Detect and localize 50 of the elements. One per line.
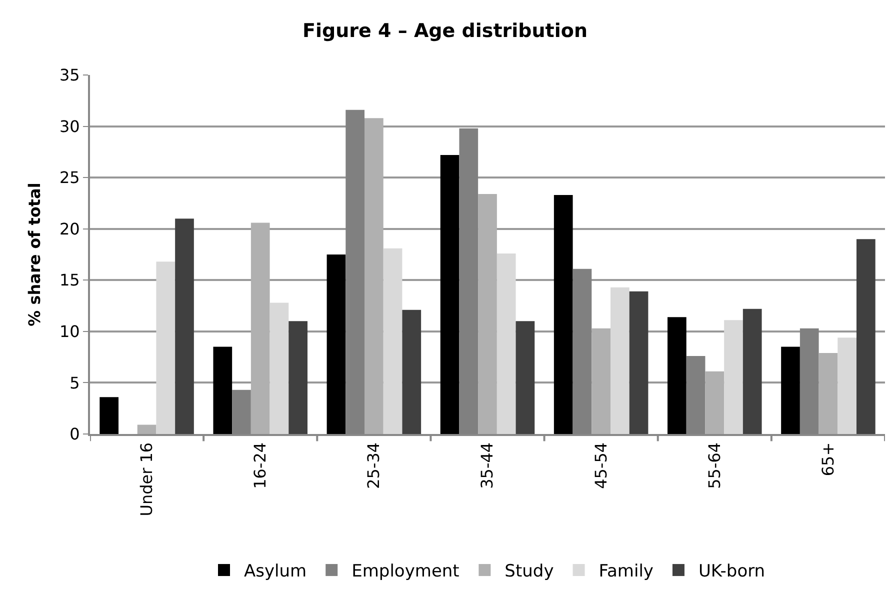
y-tick-label: 15 <box>59 270 80 290</box>
y-tick-label: 5 <box>70 373 80 392</box>
legend-label: Employment <box>352 562 460 582</box>
x-tick-label: 55-64 <box>704 442 724 489</box>
bar <box>383 248 402 434</box>
y-tick-label: 25 <box>59 168 80 188</box>
legend-label: Study <box>504 562 554 582</box>
bar <box>516 321 535 434</box>
y-tick-label: 20 <box>59 219 80 238</box>
bar <box>496 253 516 434</box>
x-tick-label: 45-54 <box>591 442 610 489</box>
legend-label: Family <box>598 562 654 582</box>
bar <box>724 320 743 434</box>
y-tick-label: 10 <box>59 322 80 342</box>
bar <box>364 118 384 434</box>
bar <box>478 194 497 434</box>
y-tick-label: 0 <box>70 424 80 444</box>
bar <box>592 328 610 434</box>
chart-title: Figure 4 – Age distribution <box>302 20 588 42</box>
bar <box>668 317 686 434</box>
bar <box>326 254 346 434</box>
bar <box>440 155 460 434</box>
bar <box>156 262 176 434</box>
bar <box>856 239 876 434</box>
bar <box>705 371 724 434</box>
x-tick-label: Under 16 <box>136 442 156 516</box>
x-tick-label: 65+ <box>818 442 838 476</box>
y-tick-label: 30 <box>59 116 80 136</box>
bar <box>137 424 156 434</box>
bar <box>100 397 119 434</box>
bar <box>781 346 800 434</box>
bar <box>742 308 762 434</box>
bar <box>554 195 573 434</box>
bar <box>402 310 422 434</box>
bar <box>250 222 270 434</box>
bar <box>818 352 838 434</box>
bar <box>629 291 648 434</box>
bar <box>288 321 308 434</box>
bar <box>175 218 194 434</box>
x-tick-label: 35-44 <box>478 442 497 489</box>
bar <box>838 338 856 434</box>
y-axis-title: % share of total <box>24 182 44 326</box>
y-tick-label: 35 <box>59 66 80 85</box>
legend-label: UK-born <box>698 562 766 582</box>
x-tick-label: 16-24 <box>250 442 270 489</box>
bar <box>270 302 289 434</box>
bar <box>610 287 630 434</box>
bar <box>213 346 232 434</box>
x-tick-label: 25-34 <box>364 442 384 489</box>
legend-label: Asylum <box>244 562 307 582</box>
